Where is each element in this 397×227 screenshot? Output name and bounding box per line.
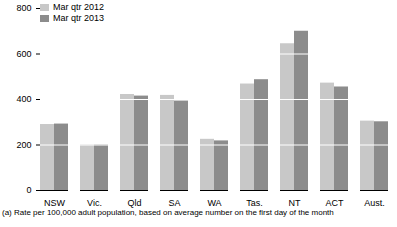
svg-text:SA: SA: [168, 198, 180, 208]
svg-text:Aust.: Aust.: [364, 198, 385, 208]
svg-text:400: 400: [16, 94, 31, 104]
svg-text:600: 600: [16, 49, 31, 59]
svg-text:NSW: NSW: [44, 198, 66, 208]
svg-text:Qld: Qld: [127, 198, 141, 208]
svg-text:Tas.: Tas.: [246, 198, 263, 208]
svg-text:800: 800: [16, 3, 31, 13]
html-text:(a) Rate per 100,000 adult pop: (a) Rate per 100,000 adult population, b…: [2, 208, 334, 217]
svg-text:WA: WA: [207, 198, 221, 208]
svg-text:Vic.: Vic.: [87, 198, 102, 208]
svg-text:ACT: ACT: [326, 198, 345, 208]
svg-text:0: 0: [26, 185, 31, 195]
html-text:Mar qtr 2012: Mar qtr 2012: [53, 2, 104, 12]
svg-text:NT: NT: [289, 198, 301, 208]
svg-text:200: 200: [16, 140, 31, 150]
html-text:Mar qtr 2013: Mar qtr 2013: [53, 13, 104, 23]
